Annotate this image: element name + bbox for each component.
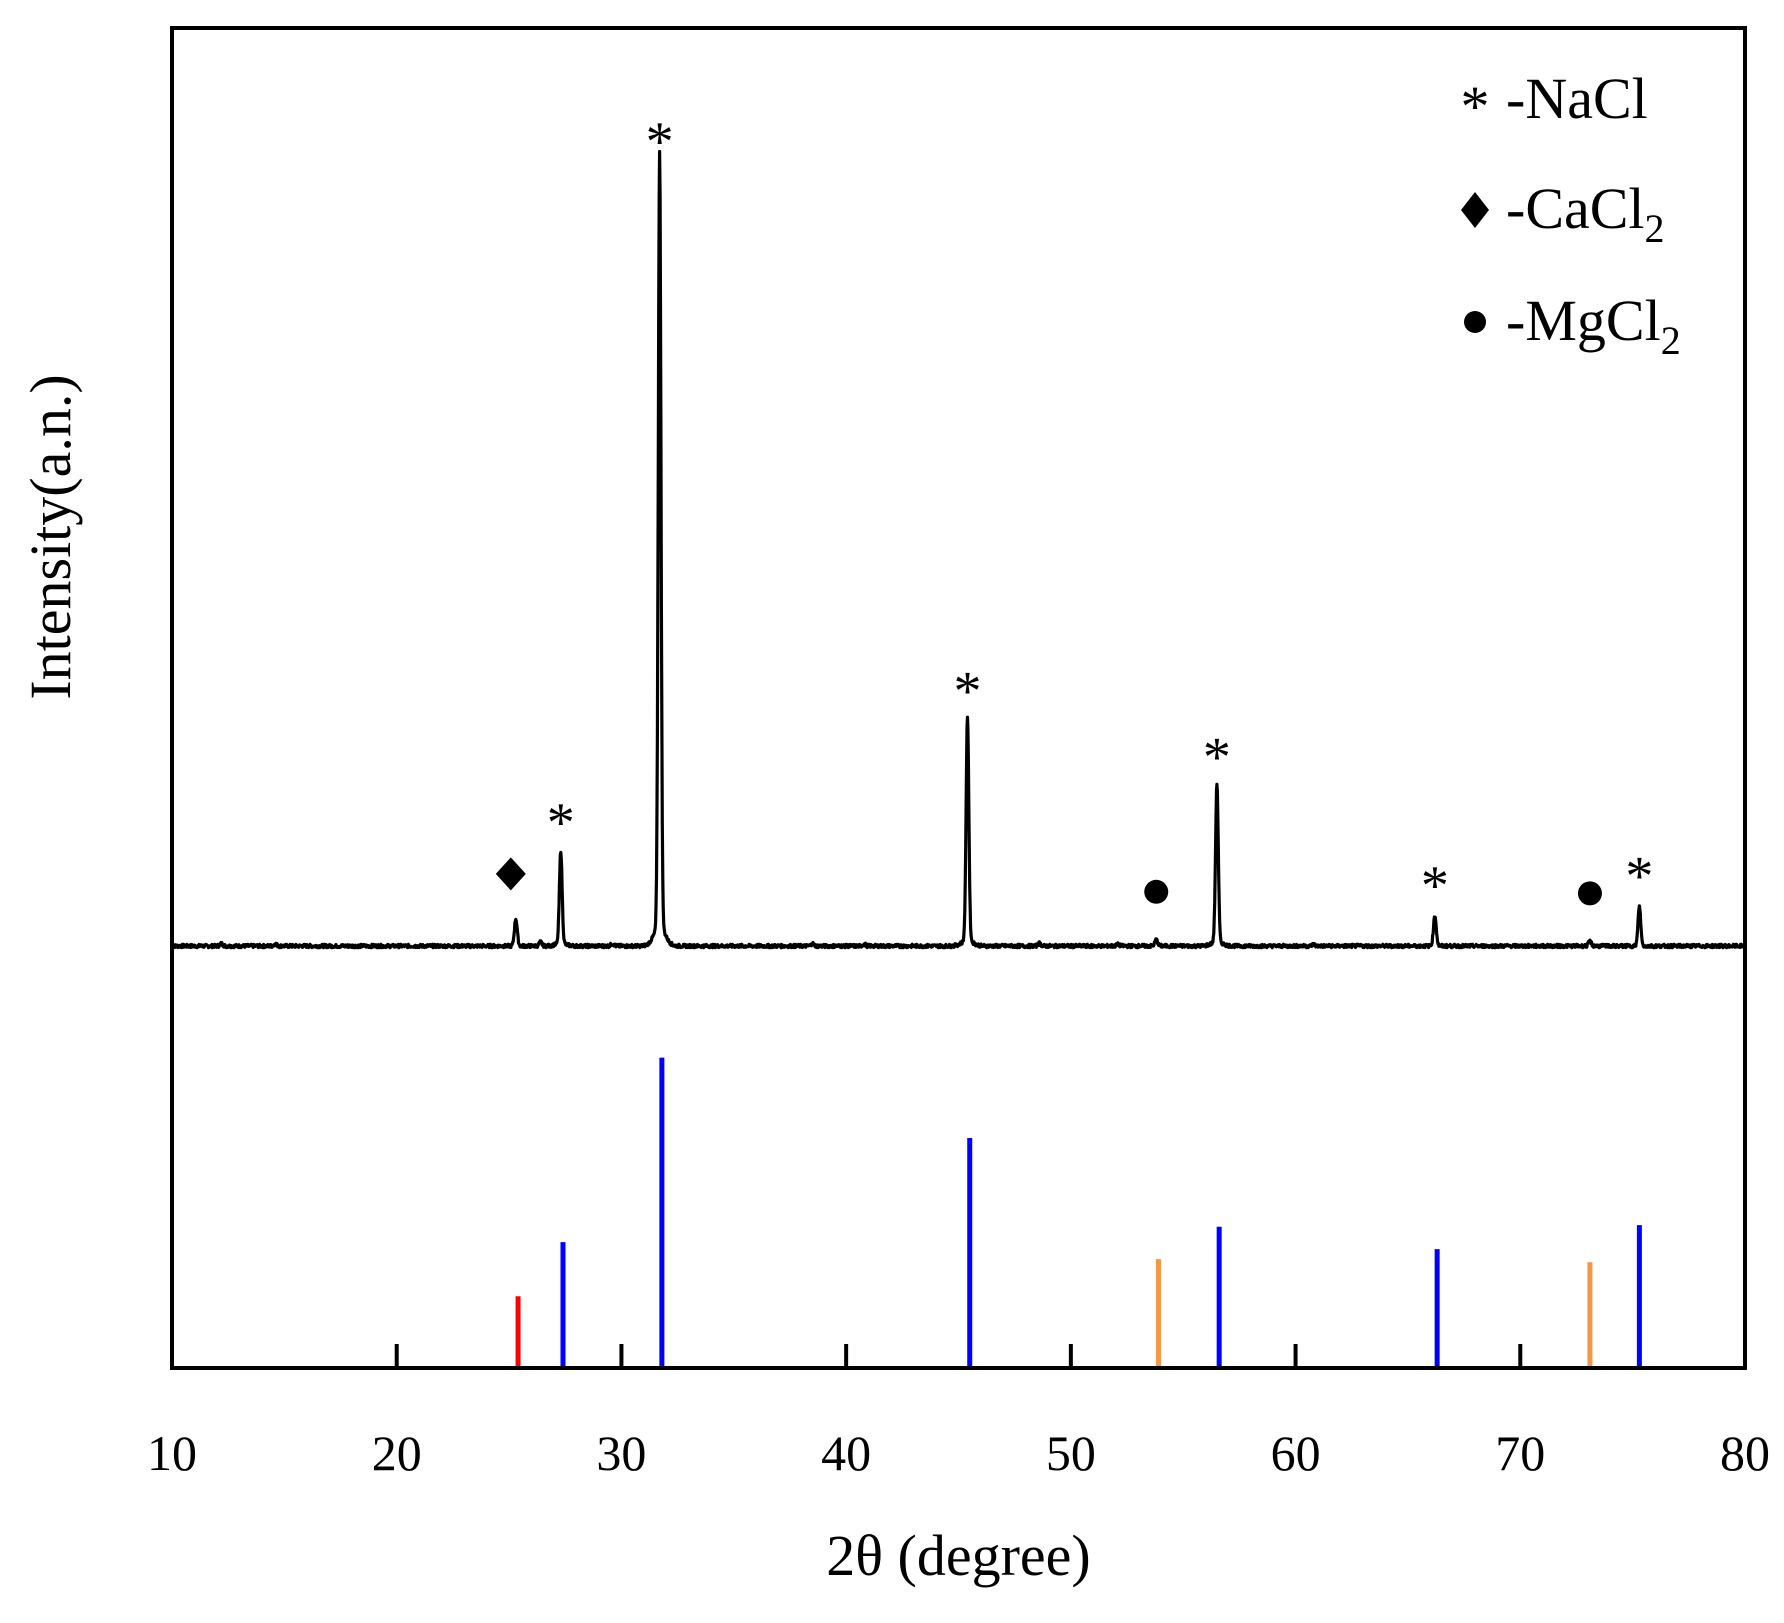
mgcl2-peak-marker xyxy=(1144,879,1169,904)
x-tick-label: 50 xyxy=(1046,1425,1096,1481)
cacl2-peak-marker xyxy=(495,857,526,891)
legend-cacl2-symbol xyxy=(1461,192,1489,228)
legend-nacl-symbol: * xyxy=(1461,74,1490,139)
mgcl2-peak-marker xyxy=(1577,881,1602,906)
nacl-peak-marker: * xyxy=(1203,726,1231,788)
x-tick-label: 60 xyxy=(1271,1425,1321,1481)
nacl-peak-marker: * xyxy=(547,792,575,854)
x-tick-label: 80 xyxy=(1720,1425,1770,1481)
x-tick-label: 70 xyxy=(1495,1425,1545,1481)
x-tick-label: 10 xyxy=(147,1425,197,1481)
x-tick-label: 40 xyxy=(821,1425,871,1481)
x-tick-label: 20 xyxy=(372,1425,422,1481)
legend: * -NaCl -CaCl2 -MgCl2 xyxy=(1461,66,1681,363)
legend-label-cacl2: -CaCl2 xyxy=(1506,176,1665,251)
x-axis-label: 2θ (degree) xyxy=(826,1523,1090,1588)
nacl-peak-marker: * xyxy=(1421,855,1449,917)
legend-label-nacl: -NaCl xyxy=(1506,66,1648,131)
x-tick-labels: 10 20 30 40 50 60 70 80 xyxy=(147,1425,1770,1481)
legend-label-mgcl2: -MgCl2 xyxy=(1506,288,1681,363)
reference-lines xyxy=(515,1057,1642,1368)
nacl-peak-marker: * xyxy=(646,111,674,173)
nacl-peak-marker: * xyxy=(1625,846,1653,908)
plot-frame xyxy=(170,26,1747,1370)
nacl-peak-marker: * xyxy=(953,661,981,723)
peak-markers: * * * * * * xyxy=(495,111,1653,917)
y-axis-label: Intensity(a.n.) xyxy=(18,374,83,699)
x-axis-ticks xyxy=(394,1344,1523,1368)
xrd-pattern-line xyxy=(170,149,1747,950)
legend-mgcl2-symbol xyxy=(1464,311,1486,333)
x-tick-label: 30 xyxy=(596,1425,646,1481)
